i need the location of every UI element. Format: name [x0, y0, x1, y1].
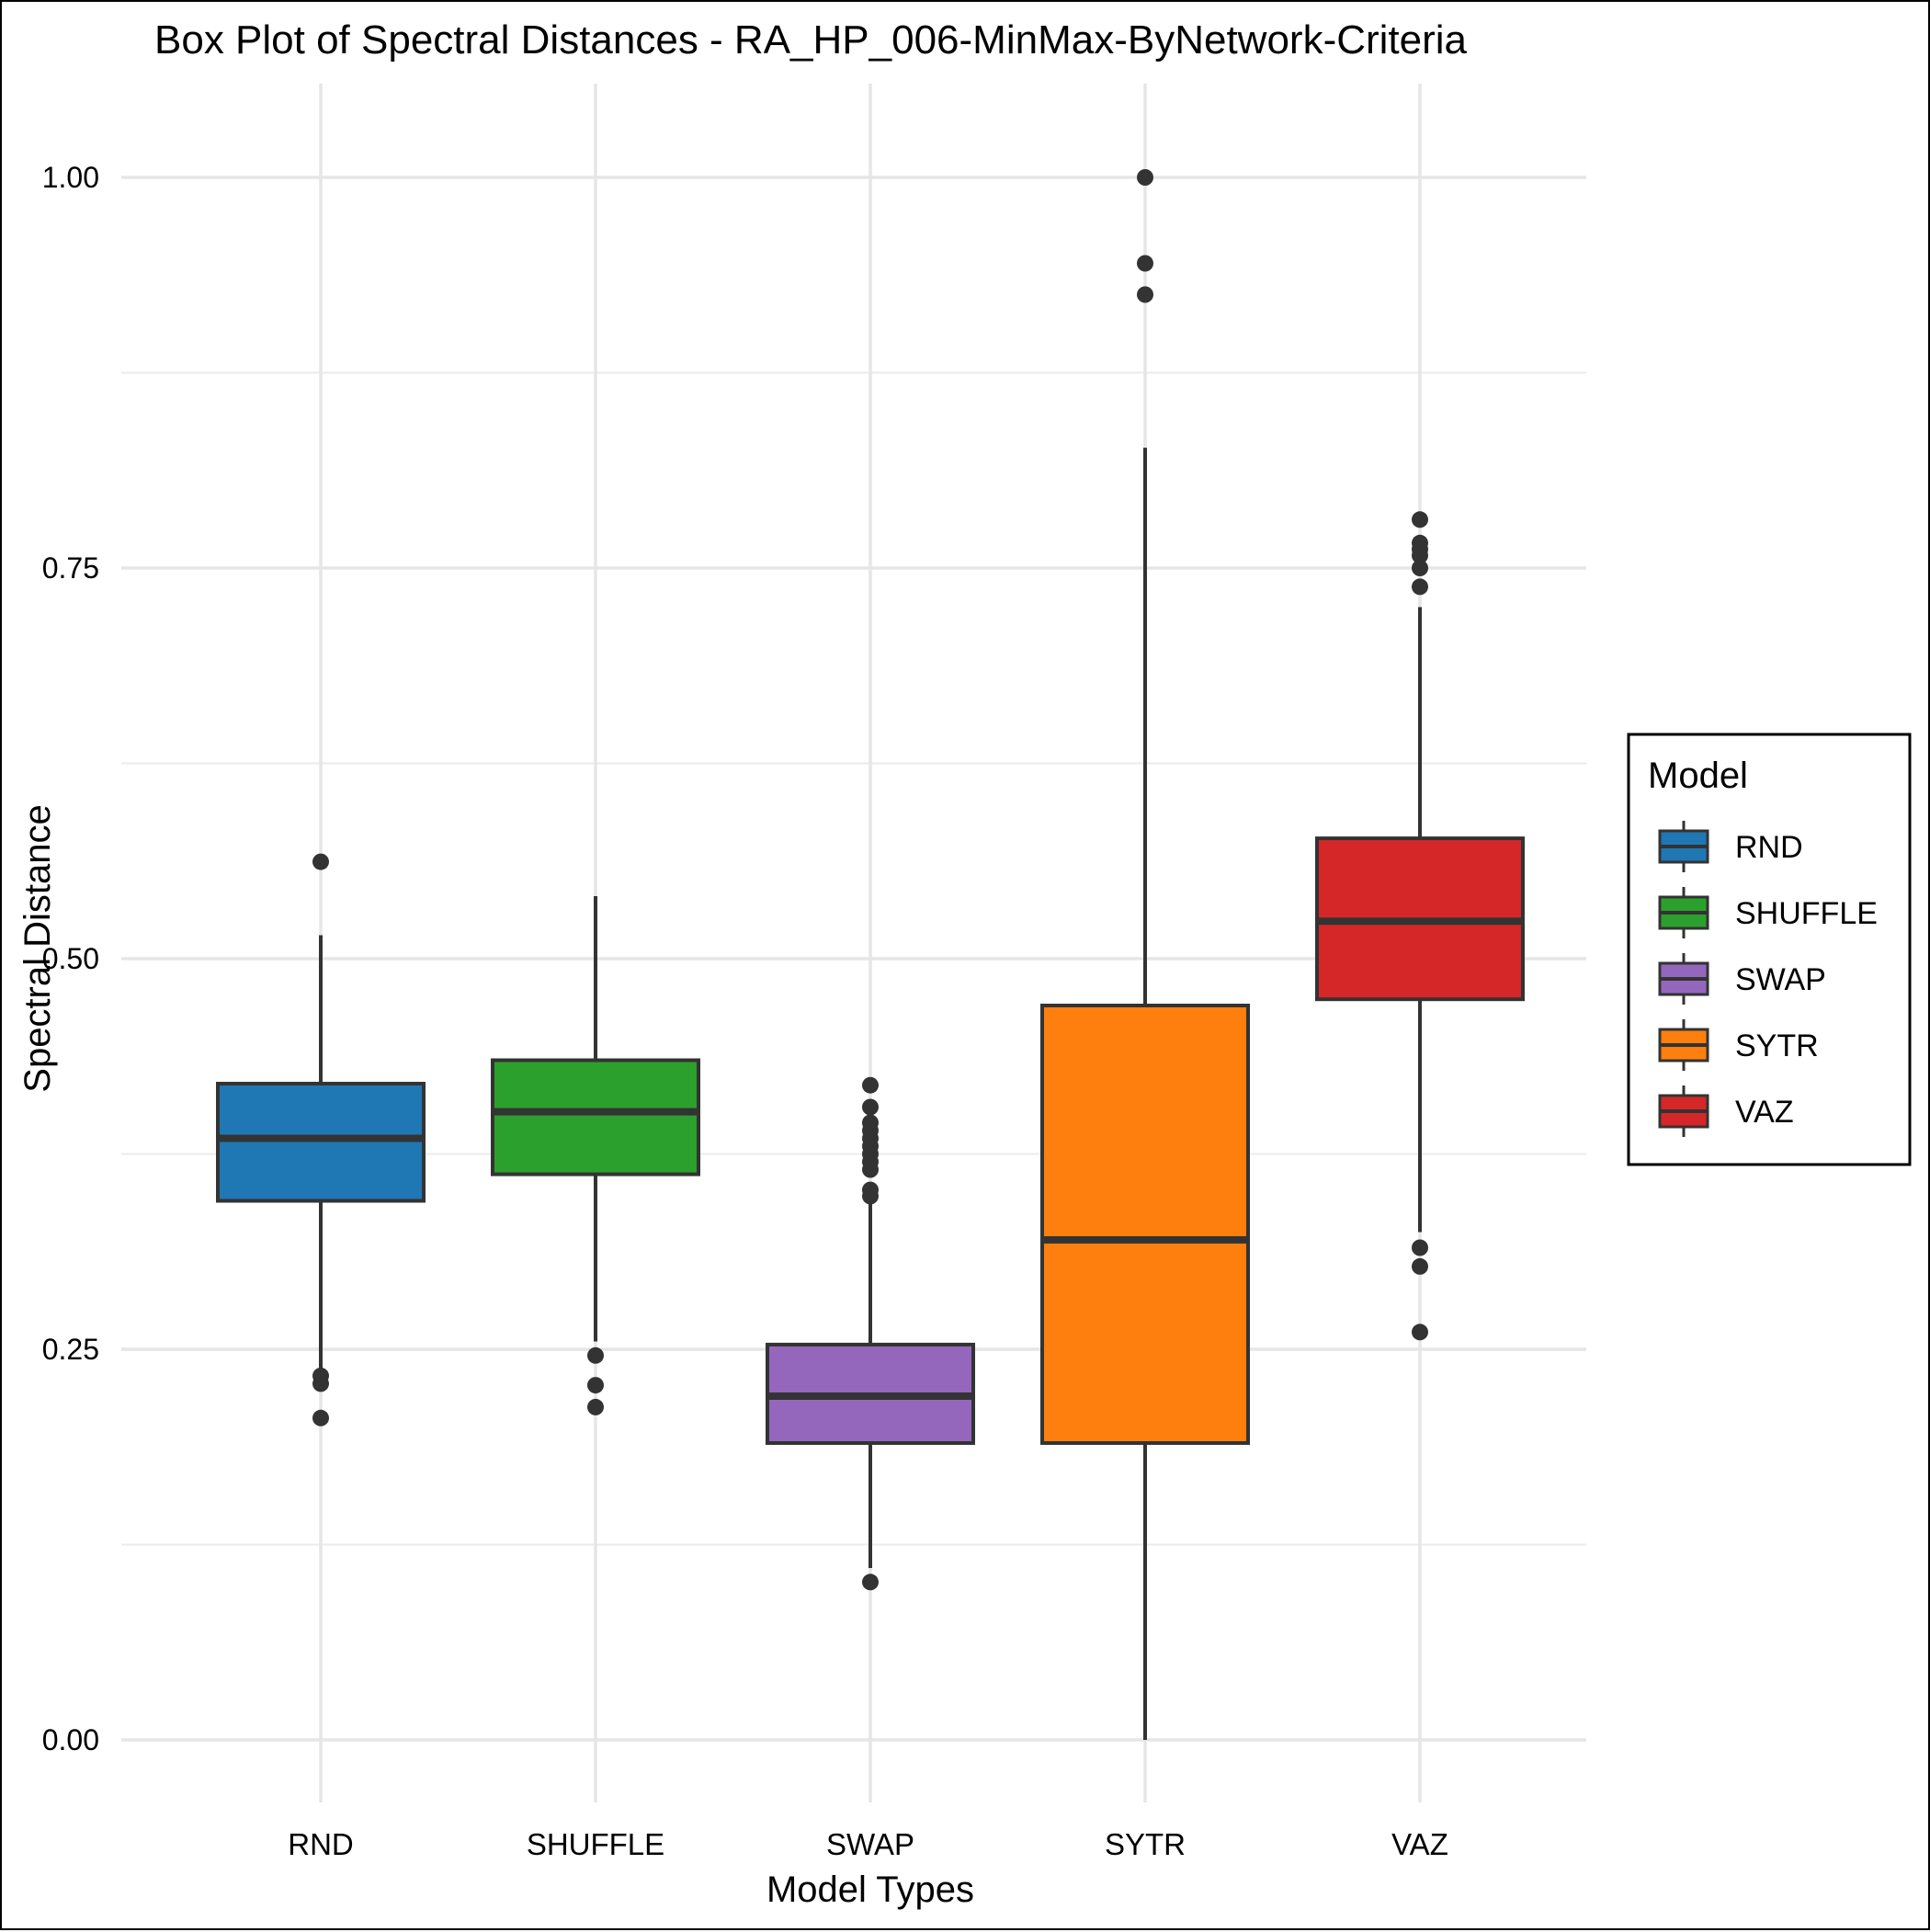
legend-item-rnd: RND: [1658, 821, 1803, 872]
legend-label: RND: [1735, 830, 1803, 865]
y-tick-label: 1.00: [42, 161, 99, 194]
legend-item-sytr: SYTR: [1658, 1019, 1819, 1071]
y-axis-title: Spectral Distance: [17, 804, 58, 1092]
box: [216, 1082, 426, 1203]
outlier-point: [1412, 547, 1428, 564]
outlier-point: [1412, 578, 1428, 596]
y-tick-label: 0.50: [42, 942, 99, 975]
box-group-shuffle: [491, 896, 700, 1415]
legend-title: Model: [1648, 756, 1748, 796]
box-group-vaz: [1315, 511, 1525, 1341]
outlier-point: [1412, 1239, 1428, 1256]
outlier-point: [1137, 169, 1153, 186]
legend-label: SWAP: [1735, 962, 1826, 997]
legend-box: [1627, 733, 1912, 1166]
outlier-point: [312, 1375, 329, 1392]
axis-layer: 0.00 0.25 0.50 0.75 1.00 RND SHUFFLE SWAP SYTR VA…: [42, 161, 1448, 1861]
outlier-point: [862, 1098, 879, 1116]
outlier-point: [587, 1398, 604, 1415]
x-tick-label: SYTR: [1105, 1827, 1186, 1861]
outlier-point: [1137, 255, 1153, 272]
x-tick-label: VAZ: [1391, 1827, 1448, 1861]
box-group-rnd: [216, 853, 426, 1426]
outlier-point: [862, 1188, 879, 1205]
legend-label: SYTR: [1735, 1029, 1819, 1063]
y-tick-label: 0.75: [42, 551, 99, 585]
x-tick-label: SWAP: [826, 1827, 914, 1861]
box: [1040, 1004, 1250, 1445]
box: [491, 1058, 700, 1176]
legend-label: SHUFFLE: [1735, 896, 1878, 931]
box-group-sytr: [1040, 169, 1250, 1740]
outlier-point: [1412, 1257, 1428, 1275]
legend: Model RND SHUFFLE SWAP SYTR VAZ: [1627, 733, 1912, 1166]
chart-title: Box Plot of Spectral Distances - RA_HP_0…: [154, 17, 1468, 63]
outlier-point: [1412, 511, 1428, 528]
outlier-point: [587, 1347, 604, 1364]
box-group-swap: [766, 1076, 975, 1591]
outlier-point: [1412, 1324, 1428, 1341]
outlier-point: [312, 853, 329, 870]
x-tick-label: SHUFFLE: [527, 1827, 664, 1861]
outlier-point: [587, 1377, 604, 1394]
outlier-point: [862, 1076, 879, 1094]
legend-item-swap: SWAP: [1658, 953, 1826, 1005]
outlier-point: [862, 1574, 879, 1591]
x-tick-label: RND: [288, 1827, 354, 1861]
legend-items: RND SHUFFLE SWAP SYTR VAZ: [1658, 821, 1878, 1137]
legend-item-shuffle: SHUFFLE: [1658, 887, 1878, 938]
outlier-point: [1137, 286, 1153, 303]
legend-item-vaz: VAZ: [1658, 1085, 1794, 1137]
outlier-point: [862, 1161, 879, 1178]
outlier-point: [312, 1409, 329, 1426]
x-axis-title: Model Types: [766, 1869, 974, 1910]
box-layer: [216, 169, 1525, 1740]
y-tick-label: 0.00: [42, 1723, 99, 1756]
legend-label: VAZ: [1735, 1095, 1794, 1130]
outlier-point: [1412, 560, 1428, 576]
y-tick-label: 0.25: [42, 1333, 99, 1366]
